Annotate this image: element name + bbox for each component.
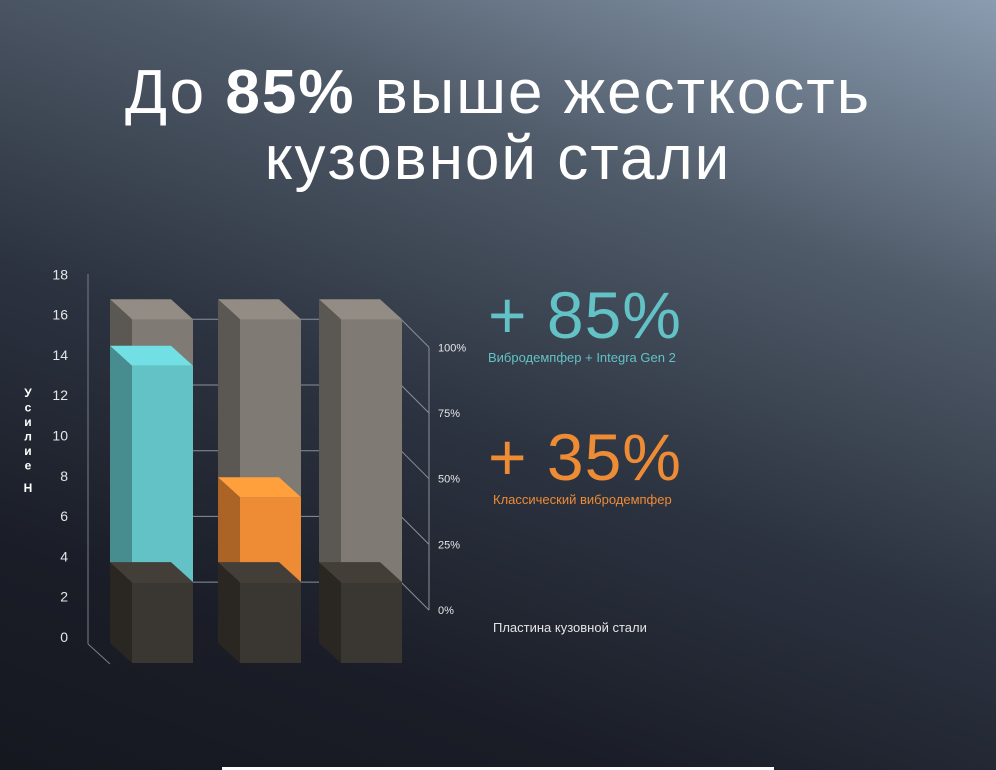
y-tick-label: 18: [52, 266, 68, 282]
y2-tick-label: 0%: [438, 605, 454, 617]
y-tick-label: 14: [52, 347, 68, 363]
bar-ghost-top: [218, 299, 301, 320]
grid-axis-foot: [87, 643, 111, 665]
bar-classic-top: [218, 477, 301, 498]
bar-integra-top: [110, 345, 193, 366]
y2-tick-label: 25%: [438, 539, 460, 551]
y-axis-title-char: У: [24, 386, 32, 400]
grid-connector: [400, 450, 430, 480]
bar-ghost-front: [341, 319, 402, 583]
stat-steel-label: Пластина кузовной стали: [493, 620, 647, 635]
bar-ghost-top: [319, 299, 402, 320]
y-axis-title-char: и: [24, 444, 31, 458]
grid-connector: [400, 581, 430, 611]
stat-classic-label: Классический вибродемпфер: [493, 492, 672, 507]
y2-tick-label: 100%: [438, 342, 466, 354]
bar-steel-top: [218, 562, 301, 583]
stat-steel: Пластина кузовной стали: [493, 620, 647, 636]
bar-steel-front: [240, 582, 301, 663]
page-title: До 85% выше жесткость кузовной стали: [0, 60, 996, 192]
bar-steel-side: [319, 562, 341, 663]
title-suffix: выше жесткость: [355, 58, 872, 127]
bar-classic-side: [218, 477, 240, 583]
bar-ghost-top: [110, 299, 193, 320]
title-line-1: До 85% выше жесткость: [0, 60, 996, 126]
stat-integra-label: Вибродемпфер + Integra Gen 2: [488, 350, 676, 365]
bar-steel-top: [110, 562, 193, 583]
stat-classic: + 35% Классический вибродемпфер: [488, 422, 682, 508]
y-axis-title-char: Н: [24, 481, 33, 495]
bar-integra-side: [110, 345, 132, 583]
title-prefix: До: [124, 58, 226, 127]
y-tick-label: 0: [60, 629, 68, 645]
y2-tick-label: 75%: [438, 408, 460, 420]
bar-steel-front: [132, 582, 193, 663]
bottom-divider: [222, 767, 774, 770]
y-tick-label: 6: [60, 508, 68, 524]
bar-steel-side: [218, 562, 240, 663]
bar-steel-top: [319, 562, 402, 583]
bar-ghost-side: [319, 299, 341, 583]
y-tick-label: 12: [52, 387, 68, 403]
grid-connector: [400, 516, 430, 545]
stat-integra-value: + 85%: [488, 278, 682, 352]
bar-steel-side: [110, 562, 132, 663]
y-axis-title-char: е: [25, 459, 32, 473]
y-tick-label: 8: [60, 468, 68, 484]
y-tick-label: 2: [60, 589, 68, 605]
grid-connector: [400, 384, 430, 414]
y-tick-label: 16: [52, 307, 68, 323]
grid-connector: [400, 318, 430, 348]
y-axis-title-char: и: [24, 415, 31, 429]
y-tick-label: 4: [60, 548, 68, 564]
bar-integra-front: [132, 365, 193, 583]
bar-ghost-front: [240, 319, 301, 498]
y-tick-label: 10: [52, 428, 68, 444]
stat-classic-value: + 35%: [488, 420, 682, 494]
bar-ghost-side: [218, 299, 240, 498]
y-axis-title-char: л: [24, 430, 32, 444]
y-axis-title-char: с: [25, 401, 32, 415]
title-highlight: 85%: [225, 58, 356, 127]
title-line-2: кузовной стали: [264, 124, 732, 193]
stat-integra: + 85% Вибродемпфер + Integra Gen 2: [488, 280, 682, 366]
bar-steel-front: [341, 582, 402, 663]
y2-tick-label: 50%: [438, 474, 460, 486]
